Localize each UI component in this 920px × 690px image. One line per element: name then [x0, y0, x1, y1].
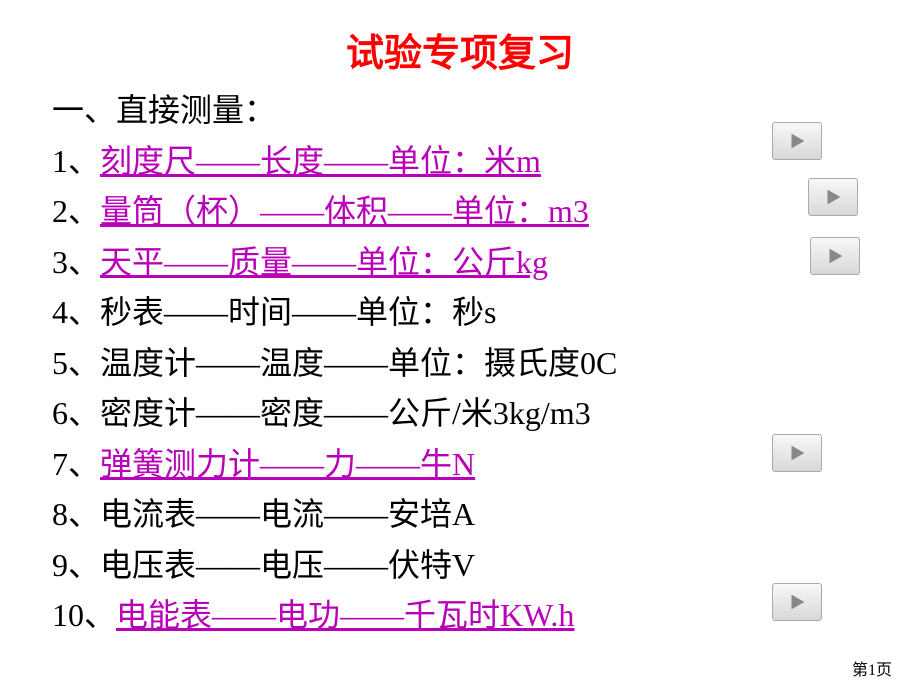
item-link[interactable]: 量筒（杯）——体积——单位：m3	[100, 193, 589, 229]
list-item: 7、弹簧测力计——力——牛N	[52, 439, 860, 490]
play-icon	[822, 186, 844, 208]
play-button[interactable]	[772, 434, 822, 472]
section-heading: 一、直接测量：	[52, 85, 860, 136]
item-text: 电压表——电压——伏特V	[100, 547, 475, 583]
item-prefix: 7、	[52, 446, 100, 482]
list-item: 1、刻度尺——长度——单位：米m	[52, 136, 860, 187]
item-prefix: 8、	[52, 496, 100, 532]
play-button[interactable]	[808, 178, 858, 216]
list-item: 6、密度计——密度——公斤/米3kg/m3	[52, 388, 860, 439]
list-item: 4、秒表——时间——单位：秒s	[52, 287, 860, 338]
play-icon	[824, 245, 846, 267]
list-item: 2、量筒（杯）——体积——单位：m3	[52, 186, 860, 237]
item-prefix: 9、	[52, 547, 100, 583]
content-area: 一、直接测量： 1、刻度尺——长度——单位：米m2、量筒（杯）——体积——单位：…	[0, 85, 920, 641]
item-text: 密度计——密度——公斤/米3kg/m3	[100, 395, 591, 431]
item-link[interactable]: 电能表——电功——千瓦时KW.h	[116, 597, 574, 633]
list-item: 9、电压表——电压——伏特V	[52, 540, 860, 591]
item-text: 温度计——温度——单位：摄氏度0C	[100, 345, 617, 381]
item-link[interactable]: 弹簧测力计——力——牛N	[100, 446, 475, 482]
item-prefix: 10、	[52, 597, 116, 633]
list-item: 5、温度计——温度——单位：摄氏度0C	[52, 338, 860, 389]
item-text: 秒表——时间——单位：秒s	[100, 294, 496, 330]
play-button[interactable]	[772, 583, 822, 621]
item-prefix: 5、	[52, 345, 100, 381]
page-title: 试验专项复习	[0, 0, 920, 85]
item-prefix: 4、	[52, 294, 100, 330]
item-text: 电流表——电流——安培A	[100, 496, 475, 532]
play-icon	[786, 591, 808, 613]
page-number: 第1页	[852, 656, 892, 680]
play-button[interactable]	[810, 237, 860, 275]
items-list: 1、刻度尺——长度——单位：米m2、量筒（杯）——体积——单位：m33、天平——…	[52, 136, 860, 641]
item-link[interactable]: 刻度尺——长度——单位：米m	[100, 143, 541, 179]
play-icon	[786, 442, 808, 464]
item-prefix: 1、	[52, 143, 100, 179]
item-prefix: 6、	[52, 395, 100, 431]
item-prefix: 3、	[52, 244, 100, 280]
play-icon	[786, 130, 808, 152]
list-item: 8、电流表——电流——安培A	[52, 489, 860, 540]
list-item: 3、天平——质量——单位：公斤kg	[52, 237, 860, 288]
play-button[interactable]	[772, 122, 822, 160]
list-item: 10、电能表——电功——千瓦时KW.h	[52, 590, 860, 641]
item-prefix: 2、	[52, 193, 100, 229]
item-link[interactable]: 天平——质量——单位：公斤kg	[100, 244, 548, 280]
